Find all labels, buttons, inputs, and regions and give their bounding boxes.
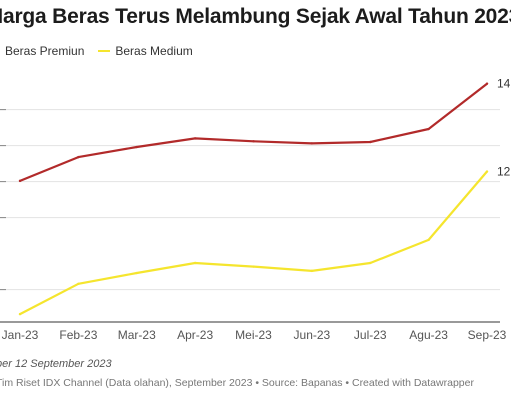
x-tick-label-2: Mar-23	[118, 328, 156, 342]
series-line-0	[18, 82, 489, 182]
series-line-1	[18, 170, 489, 316]
data-point-1-0	[18, 312, 22, 316]
data-point-1-4	[252, 265, 255, 268]
x-tick-label-3: Apr-23	[177, 328, 213, 342]
x-tick-label-0: Jan-23	[2, 328, 39, 342]
x-tick-label-4: Mei-23	[235, 328, 272, 342]
line-chart: Jan-23 Feb-23 Mar-23 Apr-23 Mei-23 Jun-23 Jul-…	[0, 77, 511, 342]
chart-legend: Beras Premiun Beras Medium	[0, 44, 207, 58]
data-point-1-7	[427, 238, 430, 242]
legend-label-premium: Beras Premiun	[5, 44, 85, 58]
legend-swatch-medium	[98, 50, 111, 52]
data-point-0-0	[18, 179, 22, 183]
x-tick-label-5: Jun-23	[294, 328, 331, 342]
data-point-0-1	[77, 155, 80, 159]
x-tick-label-8: Sep-23	[468, 328, 507, 342]
data-point-1-3	[193, 261, 197, 265]
data-point-1-5	[310, 269, 314, 273]
chart-source: Tim Riset IDX Channel (Data olahan), Sep…	[0, 377, 474, 389]
data-point-1-2	[135, 271, 138, 275]
legend-item-medium: Beras Medium	[98, 44, 193, 58]
data-point-0-2	[135, 145, 138, 149]
data-point-1-6	[369, 261, 372, 265]
data-point-1-8	[485, 170, 489, 173]
chart-notes: per 12 September 2023	[0, 358, 112, 370]
x-tick-label-1: Feb-23	[59, 328, 97, 342]
chart-title: Harga Beras Terus Melambung Sejak Awal T…	[0, 5, 511, 28]
end-label-1: 12	[497, 165, 511, 179]
legend-item-premium: Beras Premiun	[0, 44, 84, 58]
data-point-1-1	[77, 282, 80, 286]
data-point-0-4	[252, 140, 255, 143]
legend-label-medium: Beras Medium	[115, 44, 193, 58]
x-tick-label-6: Jul-23	[354, 328, 387, 342]
data-point-0-5	[310, 142, 314, 145]
data-point-0-7	[427, 127, 430, 131]
data-point-0-3	[193, 137, 197, 140]
data-point-0-8	[485, 82, 489, 85]
end-label-0: 14	[497, 77, 511, 91]
x-tick-label-7: Agu-23	[409, 328, 448, 342]
data-point-0-6	[369, 140, 372, 144]
